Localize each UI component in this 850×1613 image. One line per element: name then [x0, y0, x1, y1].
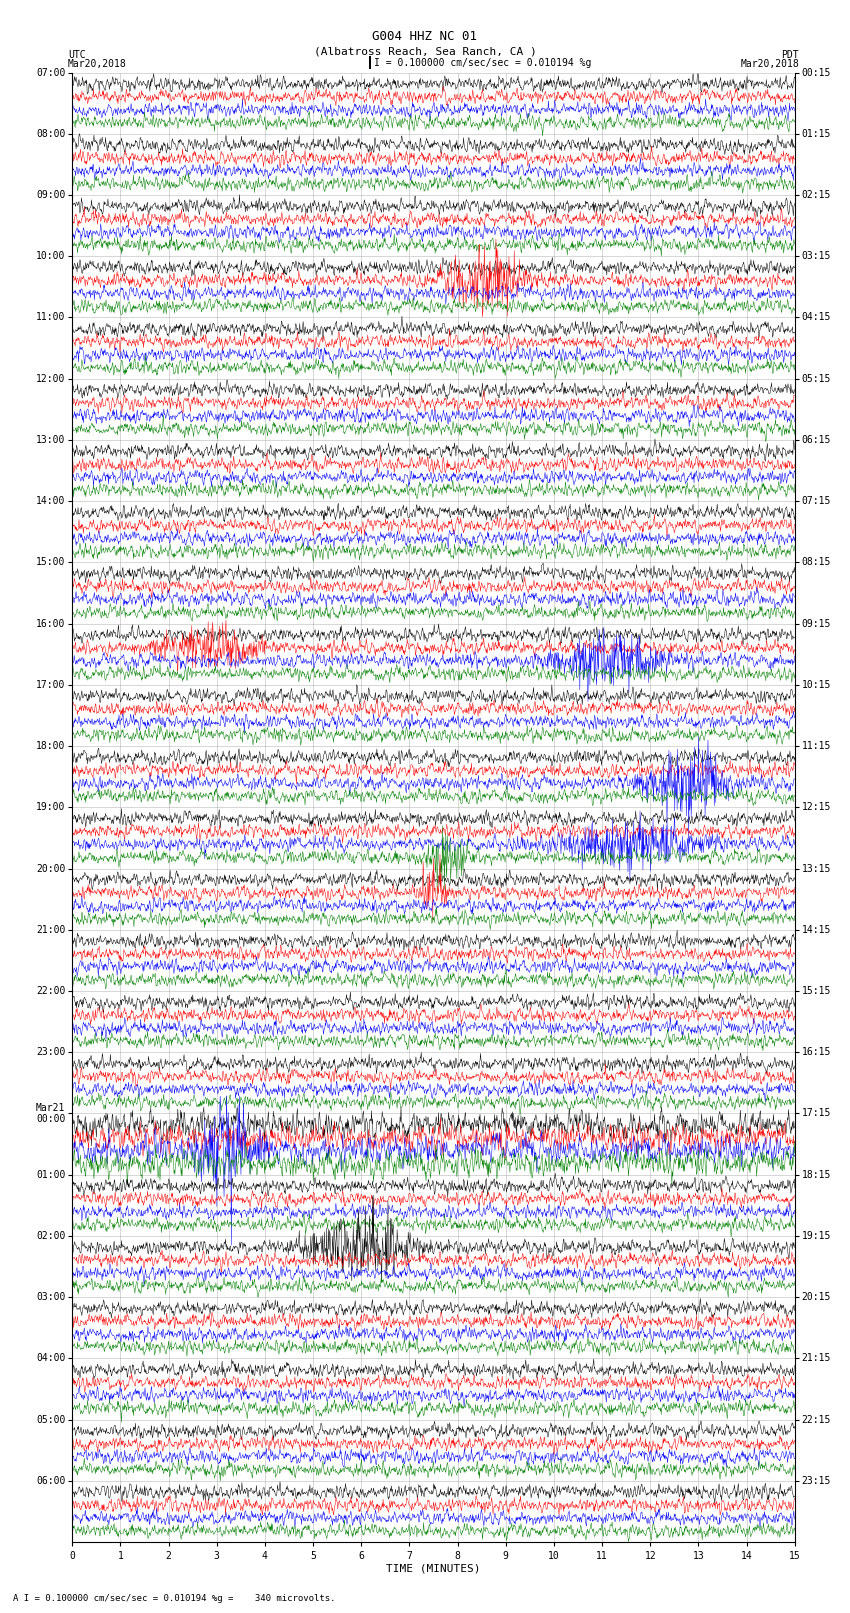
Text: A I = 0.100000 cm/sec/sec = 0.010194 %g =    340 microvolts.: A I = 0.100000 cm/sec/sec = 0.010194 %g … — [13, 1594, 335, 1603]
Text: UTC: UTC — [68, 50, 86, 60]
Text: I = 0.100000 cm/sec/sec = 0.010194 %g: I = 0.100000 cm/sec/sec = 0.010194 %g — [374, 58, 592, 68]
Text: G004 HHZ NC 01: G004 HHZ NC 01 — [372, 29, 478, 44]
X-axis label: TIME (MINUTES): TIME (MINUTES) — [386, 1565, 481, 1574]
Text: Mar20,2018: Mar20,2018 — [740, 60, 799, 69]
Text: Mar20,2018: Mar20,2018 — [68, 60, 127, 69]
Text: (Albatross Reach, Sea Ranch, CA ): (Albatross Reach, Sea Ranch, CA ) — [314, 47, 536, 56]
Text: PDT: PDT — [781, 50, 799, 60]
